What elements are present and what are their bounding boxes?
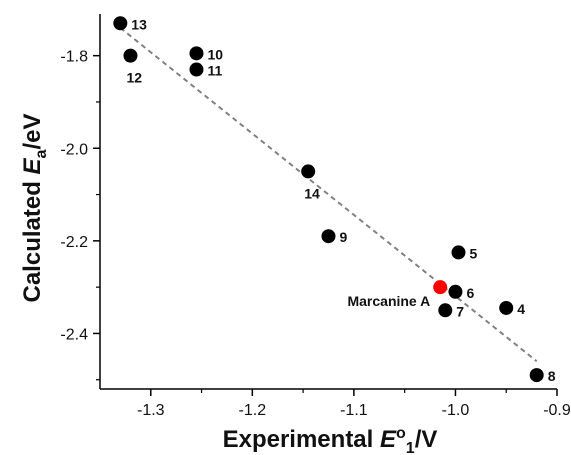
x-tick-label: -1.3 — [137, 402, 165, 419]
point-label: 6 — [466, 285, 474, 301]
point-label: 4 — [517, 301, 525, 317]
point-label: 14 — [304, 185, 320, 201]
point-label: Marcanine A — [347, 293, 430, 309]
data-point — [189, 46, 204, 61]
data-point — [189, 62, 204, 77]
data-point — [321, 229, 336, 244]
y-tick-label: -2.0 — [60, 141, 88, 158]
data-point — [301, 164, 316, 179]
data-point — [499, 300, 514, 315]
y-tick-label: -2.4 — [60, 326, 88, 343]
point-label: 5 — [469, 245, 477, 261]
x-tick-label: -1.0 — [442, 402, 470, 419]
point-label: 7 — [456, 303, 464, 319]
data-point — [438, 303, 453, 318]
data-point — [123, 48, 138, 63]
data-point — [113, 16, 128, 31]
x-tick-label: -1.2 — [239, 402, 267, 419]
trendline-group — [119, 27, 538, 363]
data-point — [451, 245, 466, 260]
point-label: 11 — [207, 63, 222, 79]
highlighted-point — [433, 280, 448, 295]
y-tick-label: -2.2 — [60, 234, 88, 251]
x-tick-label: -1.1 — [340, 402, 368, 419]
data-point — [529, 368, 544, 383]
point-label: 9 — [340, 229, 348, 245]
axes: -1.3 -1.2 -1.1 -1.0 -0.9 -1.8 -2.0 -2.2 -2.4 — [60, 14, 571, 419]
x-axis-title: Experimental Eo1/V — [223, 425, 438, 455]
trend-line — [119, 27, 538, 363]
y-axis-title: Calculated Ea/eV — [19, 114, 50, 303]
data-point — [448, 284, 463, 299]
point-label: 10 — [207, 46, 223, 62]
point-label: 8 — [548, 368, 556, 384]
point-label: 12 — [126, 70, 142, 86]
x-tick-label: -0.9 — [543, 402, 571, 419]
y-tick-label: -1.8 — [60, 49, 88, 66]
point-label: 13 — [131, 16, 147, 32]
